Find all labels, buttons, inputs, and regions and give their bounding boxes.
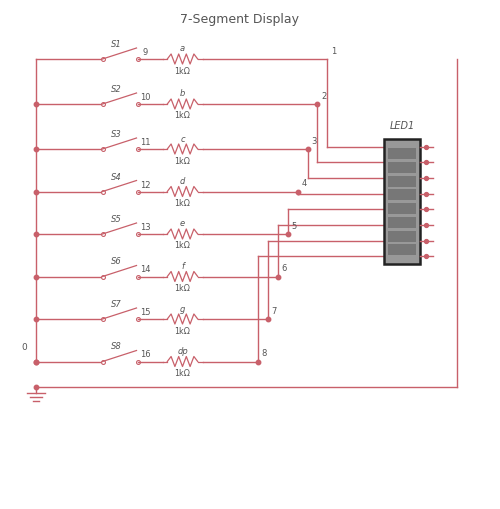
Text: 11: 11 (140, 138, 151, 147)
Text: 1kΩ: 1kΩ (174, 111, 190, 120)
Bar (388, 217, 416, 229)
Text: 1: 1 (332, 47, 336, 56)
Text: 7-Segment Display: 7-Segment Display (180, 13, 300, 25)
Text: 4: 4 (302, 179, 307, 188)
Bar (388, 149, 416, 160)
Text: 2: 2 (322, 92, 326, 101)
Text: 15: 15 (140, 307, 151, 317)
Text: 1kΩ: 1kΩ (174, 199, 190, 208)
Text: S2: S2 (111, 85, 122, 94)
Text: 1kΩ: 1kΩ (174, 241, 190, 250)
Text: 9: 9 (143, 48, 148, 57)
Bar (388, 231, 416, 242)
Text: g: g (180, 304, 185, 313)
Text: d: d (180, 177, 185, 186)
Text: b: b (180, 89, 185, 98)
Text: 12: 12 (140, 180, 151, 189)
Text: e: e (180, 219, 185, 228)
Text: 6: 6 (282, 264, 287, 273)
Text: LED1: LED1 (390, 121, 415, 131)
Bar (388, 162, 416, 174)
Bar (384, 140, 420, 265)
Text: 1kΩ: 1kΩ (174, 326, 190, 335)
Bar (388, 245, 416, 256)
Text: 0: 0 (22, 343, 27, 351)
Text: 16: 16 (140, 350, 151, 359)
Text: dp: dp (177, 346, 188, 355)
Bar (388, 204, 416, 215)
Text: S3: S3 (111, 130, 122, 139)
Text: 8: 8 (262, 349, 267, 358)
Text: S1: S1 (111, 40, 122, 49)
Text: 1kΩ: 1kΩ (174, 284, 190, 293)
Text: 1kΩ: 1kΩ (174, 66, 190, 75)
Text: S8: S8 (111, 342, 122, 351)
Text: S4: S4 (111, 172, 122, 181)
Text: 1kΩ: 1kΩ (174, 156, 190, 165)
Bar (388, 190, 416, 201)
Bar (388, 176, 416, 187)
Text: S6: S6 (111, 257, 122, 266)
Text: 3: 3 (312, 137, 317, 146)
Text: 10: 10 (140, 93, 151, 102)
Text: S5: S5 (111, 215, 122, 223)
Text: 7: 7 (272, 306, 277, 316)
Text: a: a (180, 44, 185, 53)
Text: 14: 14 (140, 265, 151, 274)
Text: 13: 13 (140, 222, 151, 232)
Text: 5: 5 (292, 221, 297, 231)
Text: c: c (180, 134, 185, 143)
Text: 1kΩ: 1kΩ (174, 369, 190, 377)
Text: f: f (181, 262, 184, 270)
Text: S7: S7 (111, 299, 122, 308)
